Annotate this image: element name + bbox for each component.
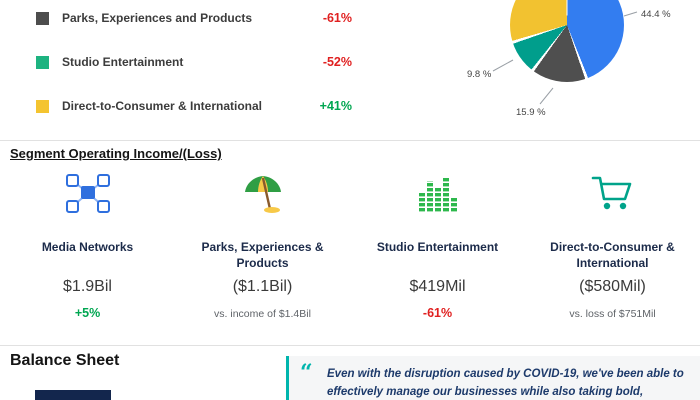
segment-value: $419Mil: [409, 278, 466, 295]
legend-item-studio: Studio Entertainment -52%: [36, 55, 352, 71]
segment-change: -61%: [422, 306, 453, 320]
segment-value: ($580Mil): [579, 278, 646, 295]
footer-logo-partial: [35, 390, 111, 400]
segment-value: $1.9Bil: [63, 278, 112, 295]
segment-dtci: Direct-to-Consumer & International ($580…: [525, 168, 700, 324]
quote-line-2: effectively manage our businesses while …: [327, 386, 644, 399]
legend-change: +41%: [319, 99, 352, 113]
legend-change: -61%: [322, 11, 352, 25]
balance-sheet-heading: Balance Sheet: [10, 352, 120, 369]
pie-label-parks: 15.9 %: [516, 107, 546, 118]
segment-title: Studio Entertainment: [376, 240, 499, 254]
segment-value: ($1.1Bil): [232, 278, 293, 295]
segment-title: Direct-to-Consumer & International: [550, 240, 675, 270]
umbrella-icon: [175, 168, 350, 220]
segment-parks: Parks, Experiences & Products ($1.1Bil) …: [175, 168, 350, 324]
segment-media-networks: Media Networks $1.9Bil +5%: [0, 168, 175, 324]
network-icon: [0, 168, 175, 220]
quote-text: Even with the disruption caused by COVID…: [327, 365, 688, 400]
segment-income-heading: Segment Operating Income/(Loss): [10, 146, 222, 161]
pie-label-media-networks: 44.4 %: [641, 9, 671, 20]
quote-mark-icon: “: [300, 360, 313, 386]
legend-label: Studio Entertainment: [62, 55, 184, 69]
segment-title: Media Networks: [41, 240, 134, 254]
divider-bottom: [0, 345, 700, 346]
legend-item-dtci: Direct-to-Consumer & International +41%: [36, 99, 352, 115]
legend-swatch-parks: [36, 12, 49, 25]
ceo-quote-block: “ Even with the disruption caused by COV…: [286, 356, 700, 400]
quote-line-1: Even with the disruption caused by COVID…: [327, 368, 684, 380]
segment-comparison: vs. income of $1.4Bil: [214, 308, 311, 320]
divider-top: [0, 140, 700, 141]
segment-title: Parks, Experiences & Products: [201, 240, 324, 270]
revenue-pie-chart: [510, 0, 624, 82]
legend-swatch-studio: [36, 56, 49, 69]
segment-comparison: vs. loss of $751Mil: [569, 308, 656, 320]
segment-columns: Media Networks $1.9Bil +5% Parks, Experi…: [0, 168, 700, 324]
segment-studio: Studio Entertainment $419Mil -61%: [350, 168, 525, 324]
segment-change: +5%: [74, 306, 101, 320]
legend-change: -52%: [322, 55, 352, 69]
legend-label: Direct-to-Consumer & International: [62, 99, 263, 113]
legend-item-parks: Parks, Experiences and Products -61%: [36, 11, 352, 27]
legend-swatch-dtci: [36, 100, 49, 113]
pie-label-studio: 9.8 %: [467, 69, 492, 80]
legend-label: Parks, Experiences and Products: [62, 11, 253, 25]
cart-icon: [525, 168, 700, 220]
equalizer-icon: [350, 168, 525, 220]
